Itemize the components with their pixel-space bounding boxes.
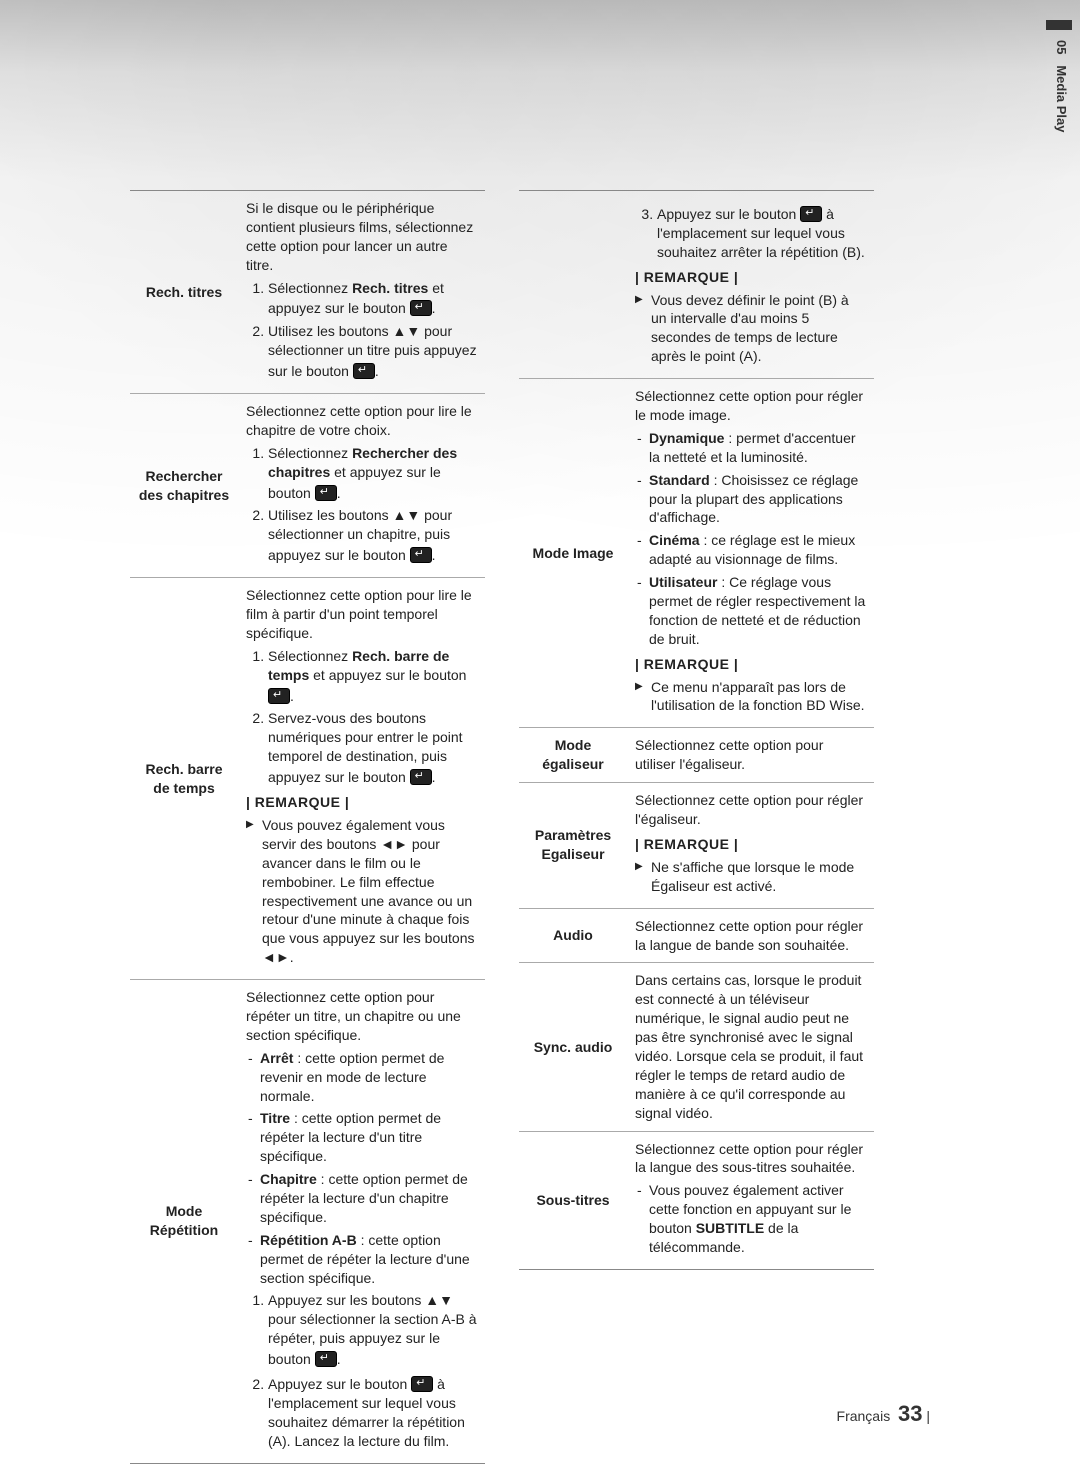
desc-sync-audio: Dans certains cas, lorsque le produit es… — [627, 963, 874, 1131]
intro-rech-chapitres: Sélectionnez cette option pour lire le c… — [246, 402, 477, 440]
desc-param-egaliseur: Sélectionnez cette option pour régler l'… — [627, 783, 874, 908]
enter-icon — [410, 547, 432, 563]
side-tab-text: Media Play — [1054, 65, 1069, 132]
remarque-header: | REMARQUE | — [635, 655, 866, 674]
row-mode-rep-continued: Appuyez sur le bouton à l'emplacement su… — [519, 191, 874, 379]
row-audio: Audio Sélectionnez cette option pour rég… — [519, 908, 874, 963]
label-param-egaliseur: Paramètres Egaliseur — [519, 783, 627, 908]
rech-titres-step1: Sélectionnez Rech. titres et appuyez sur… — [268, 279, 477, 319]
rep-li-titre: Titre : cette option permet de répéter l… — [246, 1109, 477, 1166]
desc-sous-titres: Sélectionnez cette option pour régler la… — [627, 1131, 874, 1269]
rep-step3: Appuyez sur le bouton à l'emplacement su… — [657, 203, 866, 262]
desc-rech-chapitres: Sélectionnez cette option pour lire le c… — [238, 394, 485, 578]
remarque-header: | REMARQUE | — [246, 793, 477, 812]
rech-titres-step2: Utilisez les boutons ▲▼ pour sélectionne… — [268, 322, 477, 381]
label-audio: Audio — [519, 908, 627, 963]
enter-icon — [353, 363, 375, 379]
intro-mode-image: Sélectionnez cette option pour régler le… — [635, 387, 866, 425]
param-egal-note1: Ne s'affiche que lorsque le mode Égalise… — [635, 858, 866, 896]
label-mode-image: Mode Image — [519, 379, 627, 728]
rech-chapitres-step1: Sélectionnez Rechercher des chapitres et… — [268, 444, 477, 503]
remarque-header: | REMARQUE | — [635, 835, 866, 854]
label-rech-chapitres: Rechercher des chapitres — [130, 394, 238, 578]
rep-step1: Appuyez sur les boutons ▲▼ pour sélectio… — [268, 1291, 477, 1369]
desc-mode-repetition: Sélectionnez cette option pour répéter u… — [238, 980, 485, 1463]
desc-audio: Sélectionnez cette option pour régler la… — [627, 908, 874, 963]
row-sous-titres: Sous-titres Sélectionnez cette option po… — [519, 1131, 874, 1269]
left-column: Rech. titres Si le disque ou le périphér… — [130, 190, 485, 1464]
side-tab-label: 05 Media Play — [1052, 40, 1070, 133]
row-rech-chapitres: Rechercher des chapitres Sélectionnez ce… — [130, 394, 485, 578]
enter-icon — [410, 769, 432, 785]
page-content: Rech. titres Si le disque ou le périphér… — [130, 190, 950, 1464]
sous-titres-li1: Vous pouvez également activer cette fonc… — [635, 1181, 866, 1257]
rep-cont-note1: Vous devez définir le point (B) à un int… — [635, 291, 866, 367]
row-sync-audio: Sync. audio Dans certains cas, lorsque l… — [519, 963, 874, 1131]
label-rech-barre: Rech. barre de temps — [130, 578, 238, 980]
intro-mode-repetition: Sélectionnez cette option pour répéter u… — [246, 988, 477, 1045]
rep-li-ab: Répétition A-B : cette option permet de … — [246, 1231, 477, 1288]
img-note1: Ce menu n'apparaît pas lors de l'utilisa… — [635, 678, 866, 716]
img-li-standard: Standard : Choisissez ce réglage pour la… — [635, 471, 866, 528]
rech-barre-step1: Sélectionnez Rech. barre de temps et app… — [268, 647, 477, 706]
remarque-header: | REMARQUE | — [635, 268, 866, 287]
row-rech-titres: Rech. titres Si le disque ou le périphér… — [130, 191, 485, 394]
intro-rech-titres: Si le disque ou le périphérique contient… — [246, 199, 477, 275]
rep-step2: Appuyez sur le bouton à l'emplacement su… — [268, 1373, 477, 1451]
img-li-dynamique: Dynamique : permet d'accentuer la nettet… — [635, 429, 866, 467]
footer-lang: Français — [837, 1408, 891, 1424]
enter-icon — [315, 485, 337, 501]
footer-page: 33 — [898, 1401, 922, 1426]
enter-icon — [410, 300, 432, 316]
desc-mode-image: Sélectionnez cette option pour régler le… — [627, 379, 874, 728]
label-mode-egaliseur: Mode égaliseur — [519, 728, 627, 783]
label-mode-repetition: Mode Répétition — [130, 980, 238, 1463]
rech-barre-note1: Vous pouvez également vous servir des bo… — [246, 816, 477, 967]
label-sync-audio: Sync. audio — [519, 963, 627, 1131]
side-tab-chapter: 05 — [1054, 40, 1069, 54]
rech-barre-step2: Servez-vous des boutons numériques pour … — [268, 709, 477, 787]
rech-chapitres-step2: Utilisez les boutons ▲▼ pour sélectionne… — [268, 506, 477, 565]
side-thumb-mark — [1046, 20, 1072, 30]
enter-icon — [315, 1351, 337, 1367]
right-table: Appuyez sur le bouton à l'emplacement su… — [519, 190, 874, 1270]
enter-icon — [800, 206, 822, 222]
rep-li-arret: Arrêt : cette option permet de revenir e… — [246, 1049, 477, 1106]
label-sous-titres: Sous-titres — [519, 1131, 627, 1269]
enter-icon — [268, 688, 290, 704]
img-li-cinema: Cinéma : ce réglage est le mieux adapté … — [635, 531, 866, 569]
row-mode-egaliseur: Mode égaliseur Sélectionnez cette option… — [519, 728, 874, 783]
img-li-utilisateur: Utilisateur : Ce réglage vous permet de … — [635, 573, 866, 649]
enter-icon — [411, 1376, 433, 1392]
rep-li-chapitre: Chapitre : cette option permet de répéte… — [246, 1170, 477, 1227]
label-empty — [519, 191, 627, 379]
row-rech-barre: Rech. barre de temps Sélectionnez cette … — [130, 578, 485, 980]
right-column: Appuyez sur le bouton à l'emplacement su… — [519, 190, 874, 1464]
page-footer: Français 33 | — [837, 1399, 930, 1429]
desc-mode-egaliseur: Sélectionnez cette option pour utiliser … — [627, 728, 874, 783]
desc-rech-titres: Si le disque ou le périphérique contient… — [238, 191, 485, 394]
intro-sous-titres: Sélectionnez cette option pour régler la… — [635, 1140, 866, 1178]
label-rech-titres: Rech. titres — [130, 191, 238, 394]
left-table: Rech. titres Si le disque ou le périphér… — [130, 190, 485, 1464]
param-egal-text: Sélectionnez cette option pour régler l'… — [635, 791, 866, 829]
row-mode-image: Mode Image Sélectionnez cette option pou… — [519, 379, 874, 728]
row-param-egaliseur: Paramètres Egaliseur Sélectionnez cette … — [519, 783, 874, 908]
row-mode-repetition: Mode Répétition Sélectionnez cette optio… — [130, 980, 485, 1463]
desc-rech-barre: Sélectionnez cette option pour lire le f… — [238, 578, 485, 980]
desc-rep-cont: Appuyez sur le bouton à l'emplacement su… — [627, 191, 874, 379]
intro-rech-barre: Sélectionnez cette option pour lire le f… — [246, 586, 477, 643]
